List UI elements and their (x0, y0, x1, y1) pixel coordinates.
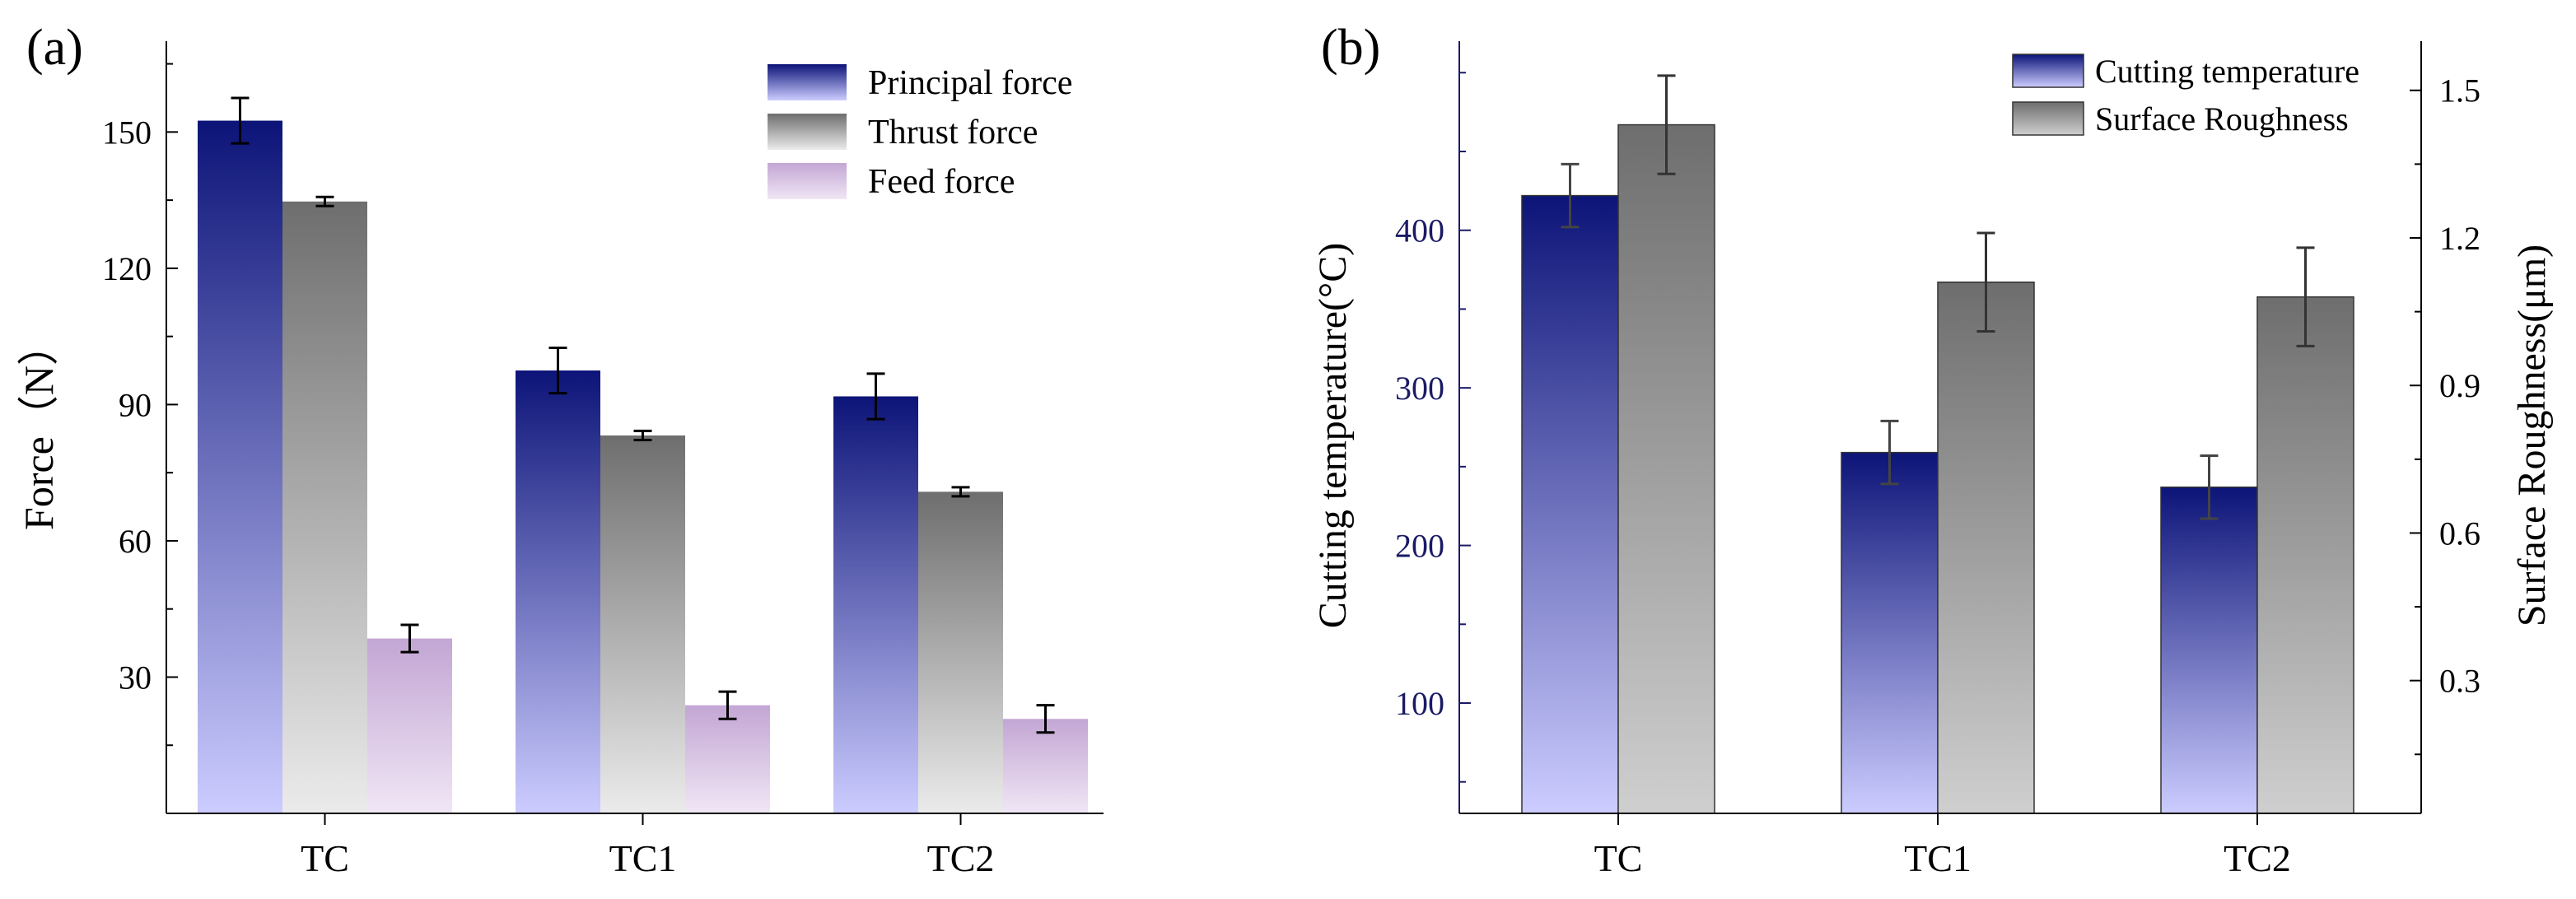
bar-thrust (918, 491, 1003, 813)
error-bar (866, 372, 885, 421)
y-right-tick-label: 0.9 (2439, 367, 2480, 404)
bar-principal (516, 370, 600, 813)
bar-temperature (1521, 194, 1619, 814)
error-bar (315, 195, 334, 207)
y-left-tick-label: 100 (1395, 685, 1444, 722)
error-bar (1657, 74, 1676, 175)
error-bar (2200, 454, 2219, 520)
y-right-tick-label: 1.2 (2439, 220, 2480, 257)
bar-temperature (1841, 451, 1939, 814)
bar-feed (367, 638, 452, 813)
error-bar (231, 96, 250, 145)
chart-panel-a: 30 60 90 120 150 TC TC1 TC2 Force（N） (a) Principal… (16, 20, 1104, 879)
y-left-tick-label: 400 (1395, 212, 1444, 249)
bar-thrust (282, 201, 367, 813)
y-axis-title: Force（N） (16, 324, 62, 530)
error-bar (1036, 704, 1055, 734)
error-bar (1880, 419, 1899, 486)
x-tick-label: TC2 (927, 837, 995, 879)
error-bar (548, 346, 567, 395)
y-right-tick-label: 1.5 (2439, 72, 2480, 109)
legend-swatch (768, 114, 847, 150)
legend-swatch (768, 163, 847, 199)
y-left-axis-title: Cutting temperature(°C) (1311, 243, 1355, 628)
error-bar (1976, 231, 1995, 333)
error-bar (2296, 246, 2315, 347)
bar-roughness (1937, 282, 2035, 814)
bar-roughness (2256, 296, 2354, 814)
x-tick-label: TC1 (609, 837, 677, 879)
y-tick-label: 120 (102, 250, 152, 287)
x-tick-label: TC (301, 837, 349, 879)
bar-temperature (2160, 486, 2258, 814)
legend-swatch (2012, 101, 2084, 136)
legend-label: Cutting temperature (2095, 53, 2359, 90)
x-tick-label: TC1 (1904, 837, 1972, 879)
x-tick-label: TC (1594, 837, 1643, 879)
bar-principal (198, 120, 282, 813)
x-tick-label: TC2 (2224, 837, 2291, 879)
y-right-tick-label: 0.6 (2439, 515, 2480, 552)
bar-principal (833, 396, 918, 813)
y-tick-label: 30 (119, 659, 152, 696)
error-bar (718, 690, 737, 720)
y-right-tick-label: 0.3 (2439, 663, 2480, 700)
error-bar (633, 429, 652, 441)
legend-swatch (768, 64, 847, 100)
legend-label: Feed force (868, 163, 1015, 201)
chart-panel-b: 100 200 300 400 0.3 0.6 0.9 1.2 1.5 TC TC1 TC2 Cutti… (1311, 20, 2554, 879)
error-bar (951, 486, 970, 498)
legend-swatch (2012, 54, 2084, 88)
y-left-tick-label: 200 (1395, 528, 1444, 565)
panel-label: (b) (1321, 20, 1380, 76)
y-left-tick-label: 300 (1395, 370, 1444, 407)
legend-label: Surface Roughness (2095, 100, 2349, 137)
bar-thrust (600, 435, 685, 813)
y-tick-label: 90 (119, 386, 152, 423)
error-bar (1561, 162, 1580, 229)
error-bar (400, 623, 419, 654)
bar-feed (1003, 719, 1088, 813)
y-tick-label: 60 (119, 523, 152, 560)
legend-label: Principal force (868, 64, 1072, 102)
y-tick-label: 150 (102, 114, 152, 151)
bar-feed (685, 705, 770, 813)
y-right-axis-title: Surface Roughness(μm) (2510, 245, 2554, 627)
bar-roughness (1617, 123, 1715, 814)
legend-label: Thrust force (868, 114, 1038, 151)
panel-label: (a) (26, 20, 83, 76)
